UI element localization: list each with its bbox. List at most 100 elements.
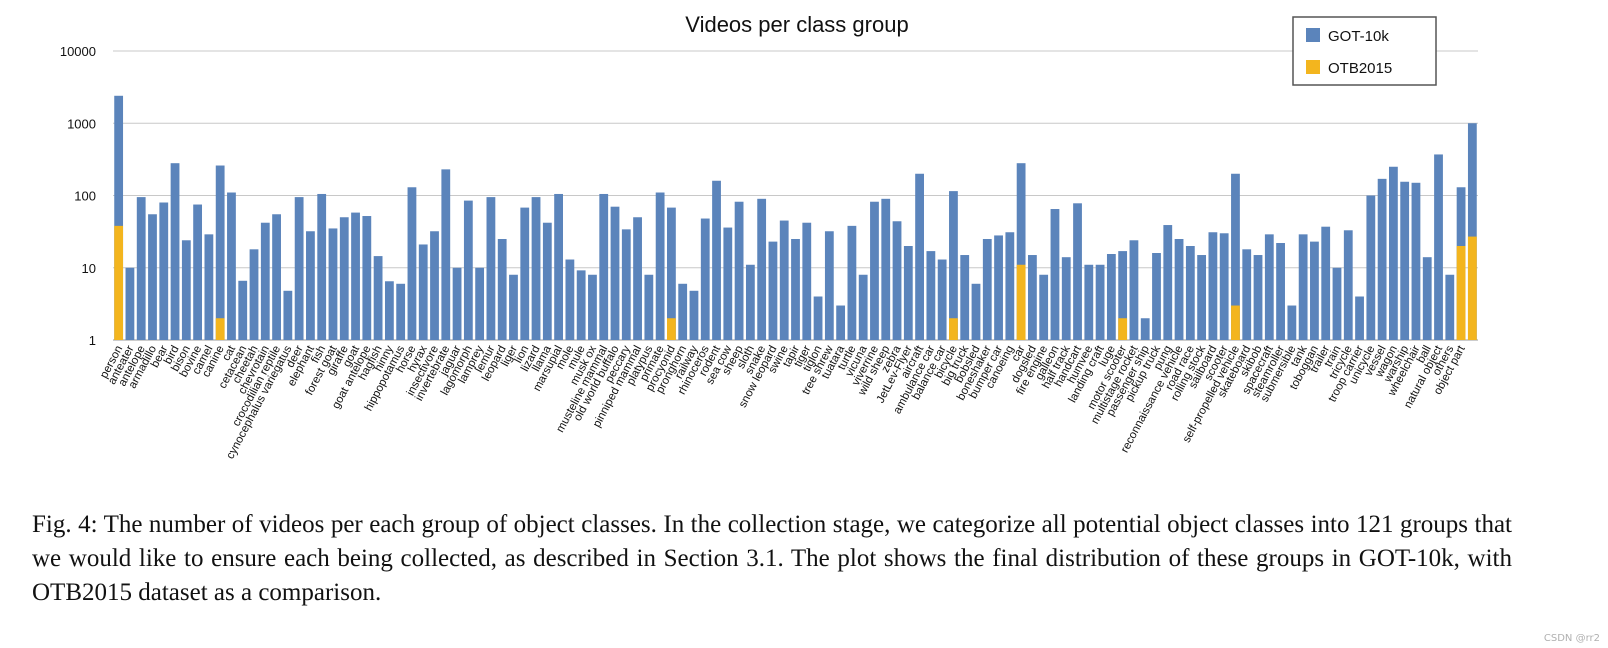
legend-label-got10k: GOT-10k: [1328, 28, 1389, 45]
bar-got10k: [170, 163, 180, 340]
bar-got10k: [520, 207, 530, 340]
bar-got10k: [1231, 173, 1240, 340]
bar-got10k: [971, 283, 981, 340]
bar-got10k: [678, 283, 688, 340]
bar-got10k: [824, 231, 834, 340]
bar-got10k: [215, 165, 225, 340]
bar-got10k: [283, 290, 293, 340]
bar-got10k: [1152, 253, 1161, 340]
bar-got10k: [892, 221, 902, 340]
bar-got10k: [1219, 233, 1229, 340]
bar-got10k: [757, 198, 767, 340]
legend-label-otb2015: OTB2015: [1328, 60, 1392, 77]
bar-got10k: [700, 218, 710, 340]
bar-otb2015: [667, 318, 676, 340]
bar-got10k: [1095, 264, 1105, 340]
bar-got10k: [554, 193, 563, 340]
bar-got10k: [802, 222, 812, 340]
bar-got10k: [1163, 225, 1173, 340]
legend-swatch-got10k: [1306, 28, 1320, 42]
bar-got10k: [1039, 274, 1049, 340]
bar-got10k: [610, 206, 620, 340]
bar-got10k: [667, 207, 676, 340]
bar-got10k: [159, 202, 169, 340]
bar-got10k: [1467, 123, 1477, 340]
bar-got10k: [926, 251, 936, 340]
bar-got10k: [599, 193, 609, 340]
bar-got10k: [768, 241, 778, 340]
bar-got10k: [734, 201, 744, 340]
bar-got10k: [1174, 238, 1184, 340]
bar-otb2015: [1016, 264, 1026, 340]
bar-got10k: [994, 235, 1003, 340]
bar-got10k: [881, 198, 891, 340]
bar-got10k: [1310, 241, 1319, 340]
bar-got10k: [1264, 234, 1274, 340]
bar-got10k: [1276, 243, 1285, 340]
bar-got10k: [1332, 267, 1342, 340]
bar-got10k: [813, 296, 823, 340]
bar-got10k: [1061, 257, 1071, 340]
bar-got10k: [1197, 255, 1207, 340]
bar-got10k: [249, 249, 259, 340]
bar-got10k: [306, 231, 315, 340]
bar-got10k: [1298, 234, 1308, 340]
bar-got10k: [689, 290, 699, 340]
chart-title: Videos per class group: [685, 12, 908, 37]
bar-got10k: [328, 228, 338, 340]
bar-got10k: [847, 225, 857, 340]
y-tick-label: 10: [82, 261, 96, 276]
bar-got10k: [870, 201, 879, 340]
bar-got10k: [621, 229, 631, 340]
bar-got10k: [238, 280, 248, 340]
bar-got10k: [497, 238, 507, 340]
bar-got10k: [181, 240, 191, 340]
bar-otb2015: [1231, 305, 1240, 340]
bar-got10k: [1129, 240, 1139, 340]
bar-got10k: [362, 216, 372, 340]
bar-got10k: [486, 197, 496, 340]
bar-got10k: [836, 305, 846, 340]
bar-got10k: [858, 274, 868, 340]
bar-got10k: [1287, 305, 1297, 340]
bar-got10k: [1185, 246, 1195, 340]
bar-got10k: [576, 270, 586, 340]
bar-got10k: [1106, 253, 1116, 340]
x-axis-labels: personanteaterantelopearmadillobearbirdb…: [98, 343, 1468, 461]
bar-otb2015: [1456, 246, 1466, 340]
bar-got10k: [384, 281, 394, 340]
bar-got10k: [745, 264, 755, 340]
bar-got10k: [1242, 249, 1252, 340]
bar-got10k: [791, 238, 800, 340]
bar-got10k: [463, 200, 473, 340]
bar-got10k: [633, 217, 642, 340]
bar-got10k: [1411, 182, 1421, 340]
bar-got10k: [351, 212, 360, 340]
bar-got10k: [430, 231, 439, 340]
y-tick-label: 1: [89, 333, 96, 348]
bars: [114, 95, 1477, 340]
bar-got10k: [1422, 257, 1432, 340]
bar-got10k: [1005, 232, 1015, 340]
bar-got10k: [294, 197, 304, 340]
bar-got10k: [204, 234, 214, 340]
bar-got10k: [114, 95, 124, 340]
bar-got10k: [136, 197, 146, 340]
bar-got10k: [452, 267, 462, 340]
y-tick-label: 10000: [60, 44, 96, 59]
bar-got10k: [1388, 166, 1398, 340]
bar-chart: Videos per class group 1 10 100 1000 10000 p…: [60, 12, 1478, 461]
bar-got10k: [1118, 251, 1128, 340]
bar-got10k: [1445, 274, 1455, 340]
y-axis-ticks: 1 10 100 1000 10000: [60, 44, 96, 348]
bar-got10k: [339, 217, 349, 340]
bar-got10k: [1434, 154, 1443, 340]
bar-got10k: [542, 222, 552, 340]
bar-got10k: [1377, 178, 1387, 340]
bar-got10k: [1400, 181, 1410, 340]
bar-otb2015: [949, 318, 958, 340]
bar-got10k: [260, 222, 270, 340]
bar-got10k: [1073, 203, 1082, 340]
bar-got10k: [1321, 226, 1331, 340]
bar-got10k: [588, 274, 597, 340]
